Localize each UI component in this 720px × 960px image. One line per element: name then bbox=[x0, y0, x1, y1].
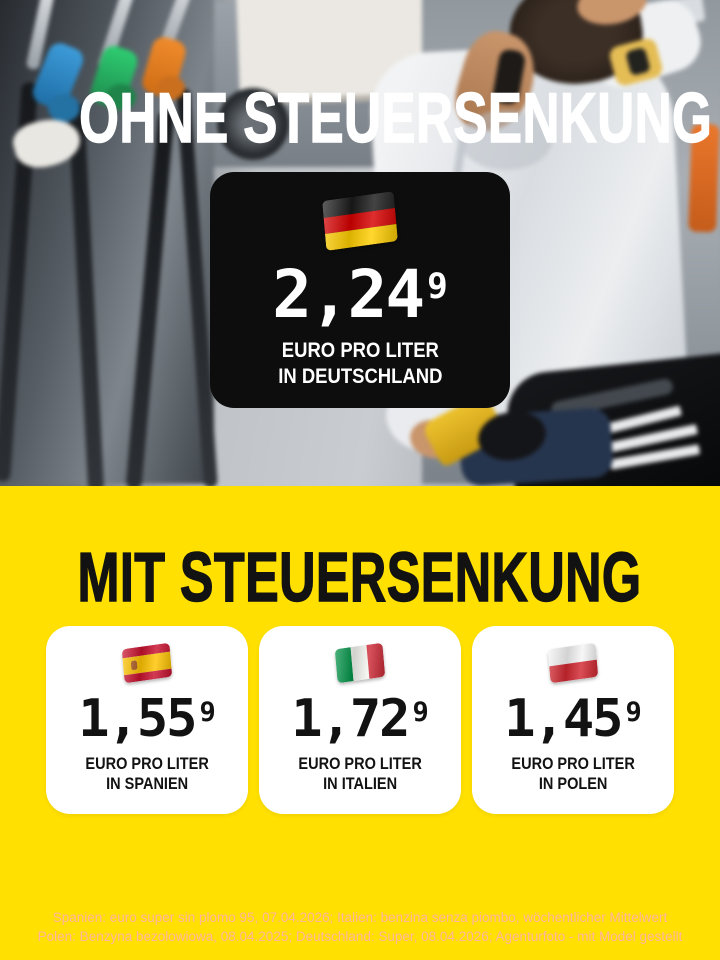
unit-line2: IN ITALIEN bbox=[323, 775, 397, 794]
photo-artwork bbox=[0, 0, 720, 486]
italy-price: 1,72 9 bbox=[291, 693, 429, 745]
spain-price-unit: EURO PRO LITER IN SPANIEN bbox=[85, 754, 208, 794]
price-superscript: 9 bbox=[427, 267, 448, 308]
price-value: 1,45 bbox=[504, 689, 623, 749]
spain-price: 1,55 9 bbox=[78, 693, 216, 745]
flag-shade bbox=[322, 191, 398, 251]
unit-line1: EURO PRO LITER bbox=[281, 339, 439, 362]
car-wheel bbox=[217, 88, 289, 160]
italy-price-card: 1,72 9 EURO PRO LITER IN ITALIEN bbox=[259, 626, 461, 814]
orange-nozzle-cap bbox=[157, 76, 185, 100]
unit-line1: EURO PRO LITER bbox=[85, 755, 209, 773]
flag-shade bbox=[334, 642, 386, 684]
price-value: 1,55 bbox=[78, 689, 197, 749]
flag-shade bbox=[547, 642, 599, 684]
price-superscript: 9 bbox=[625, 697, 642, 729]
gas-station-photo: OHNE STEUERSENKUNG 2,24 9 EURO PRO LITER … bbox=[0, 0, 720, 486]
country-price-cards: 1,55 9 EURO PRO LITER IN SPANIEN bbox=[0, 626, 720, 814]
footnote-line2: Polen: Benzyna bezolowiowa, 08.04.2025; … bbox=[37, 928, 683, 944]
germany-flag-icon bbox=[322, 191, 398, 251]
collar-shadow bbox=[460, 110, 552, 170]
price-value: 1,72 bbox=[291, 689, 410, 749]
poland-price-unit: EURO PRO LITER IN POLEN bbox=[511, 754, 634, 794]
flag-shade bbox=[121, 642, 173, 684]
unit-line1: EURO PRO LITER bbox=[298, 755, 422, 773]
germany-price-card: 2,24 9 EURO PRO LITER IN DEUTSCHLAND bbox=[210, 172, 510, 408]
green-nozzle-cap bbox=[106, 84, 136, 110]
headline-text: OHNE STEUERSENKUNG bbox=[79, 78, 713, 158]
germany-price: 2,24 9 bbox=[272, 262, 448, 328]
poland-price: 1,45 9 bbox=[504, 693, 642, 745]
italy-flag-icon bbox=[334, 642, 386, 684]
unit-line2: IN DEUTSCHLAND bbox=[277, 364, 443, 388]
germany-price-unit: EURO PRO LITER IN DEUTSCHLAND bbox=[278, 338, 442, 389]
footnote-line1: Spanien: euro super sin plomo 95, 07.04.… bbox=[52, 909, 668, 925]
headline-without-tax-cut: OHNE STEUERSENKUNG bbox=[0, 78, 720, 158]
price-superscript: 9 bbox=[412, 697, 429, 729]
spain-flag-icon bbox=[121, 642, 173, 684]
poland-price-card: 1,45 9 EURO PRO LITER IN POLEN bbox=[472, 626, 674, 814]
unit-line2: IN POLEN bbox=[538, 775, 608, 794]
blue-nozzle-cap bbox=[48, 94, 80, 122]
price-superscript: 9 bbox=[199, 697, 216, 729]
source-footnote: Spanien: euro super sin plomo 95, 07.04.… bbox=[0, 908, 720, 946]
headline-text: MIT STEUERSENKUNG bbox=[77, 539, 643, 617]
headline-with-tax-cut: MIT STEUERSENKUNG bbox=[0, 539, 720, 617]
unit-line1: EURO PRO LITER bbox=[511, 755, 635, 773]
spain-price-card: 1,55 9 EURO PRO LITER IN SPANIEN bbox=[46, 626, 248, 814]
unit-line2: IN SPANIEN bbox=[105, 775, 189, 794]
italy-price-unit: EURO PRO LITER IN ITALIEN bbox=[298, 754, 421, 794]
with-tax-cut-section: MIT STEUERSENKUNG 1,55 9 EURO PRO bbox=[0, 486, 720, 960]
poland-flag-icon bbox=[547, 642, 599, 684]
price-value: 2,24 bbox=[272, 256, 425, 333]
